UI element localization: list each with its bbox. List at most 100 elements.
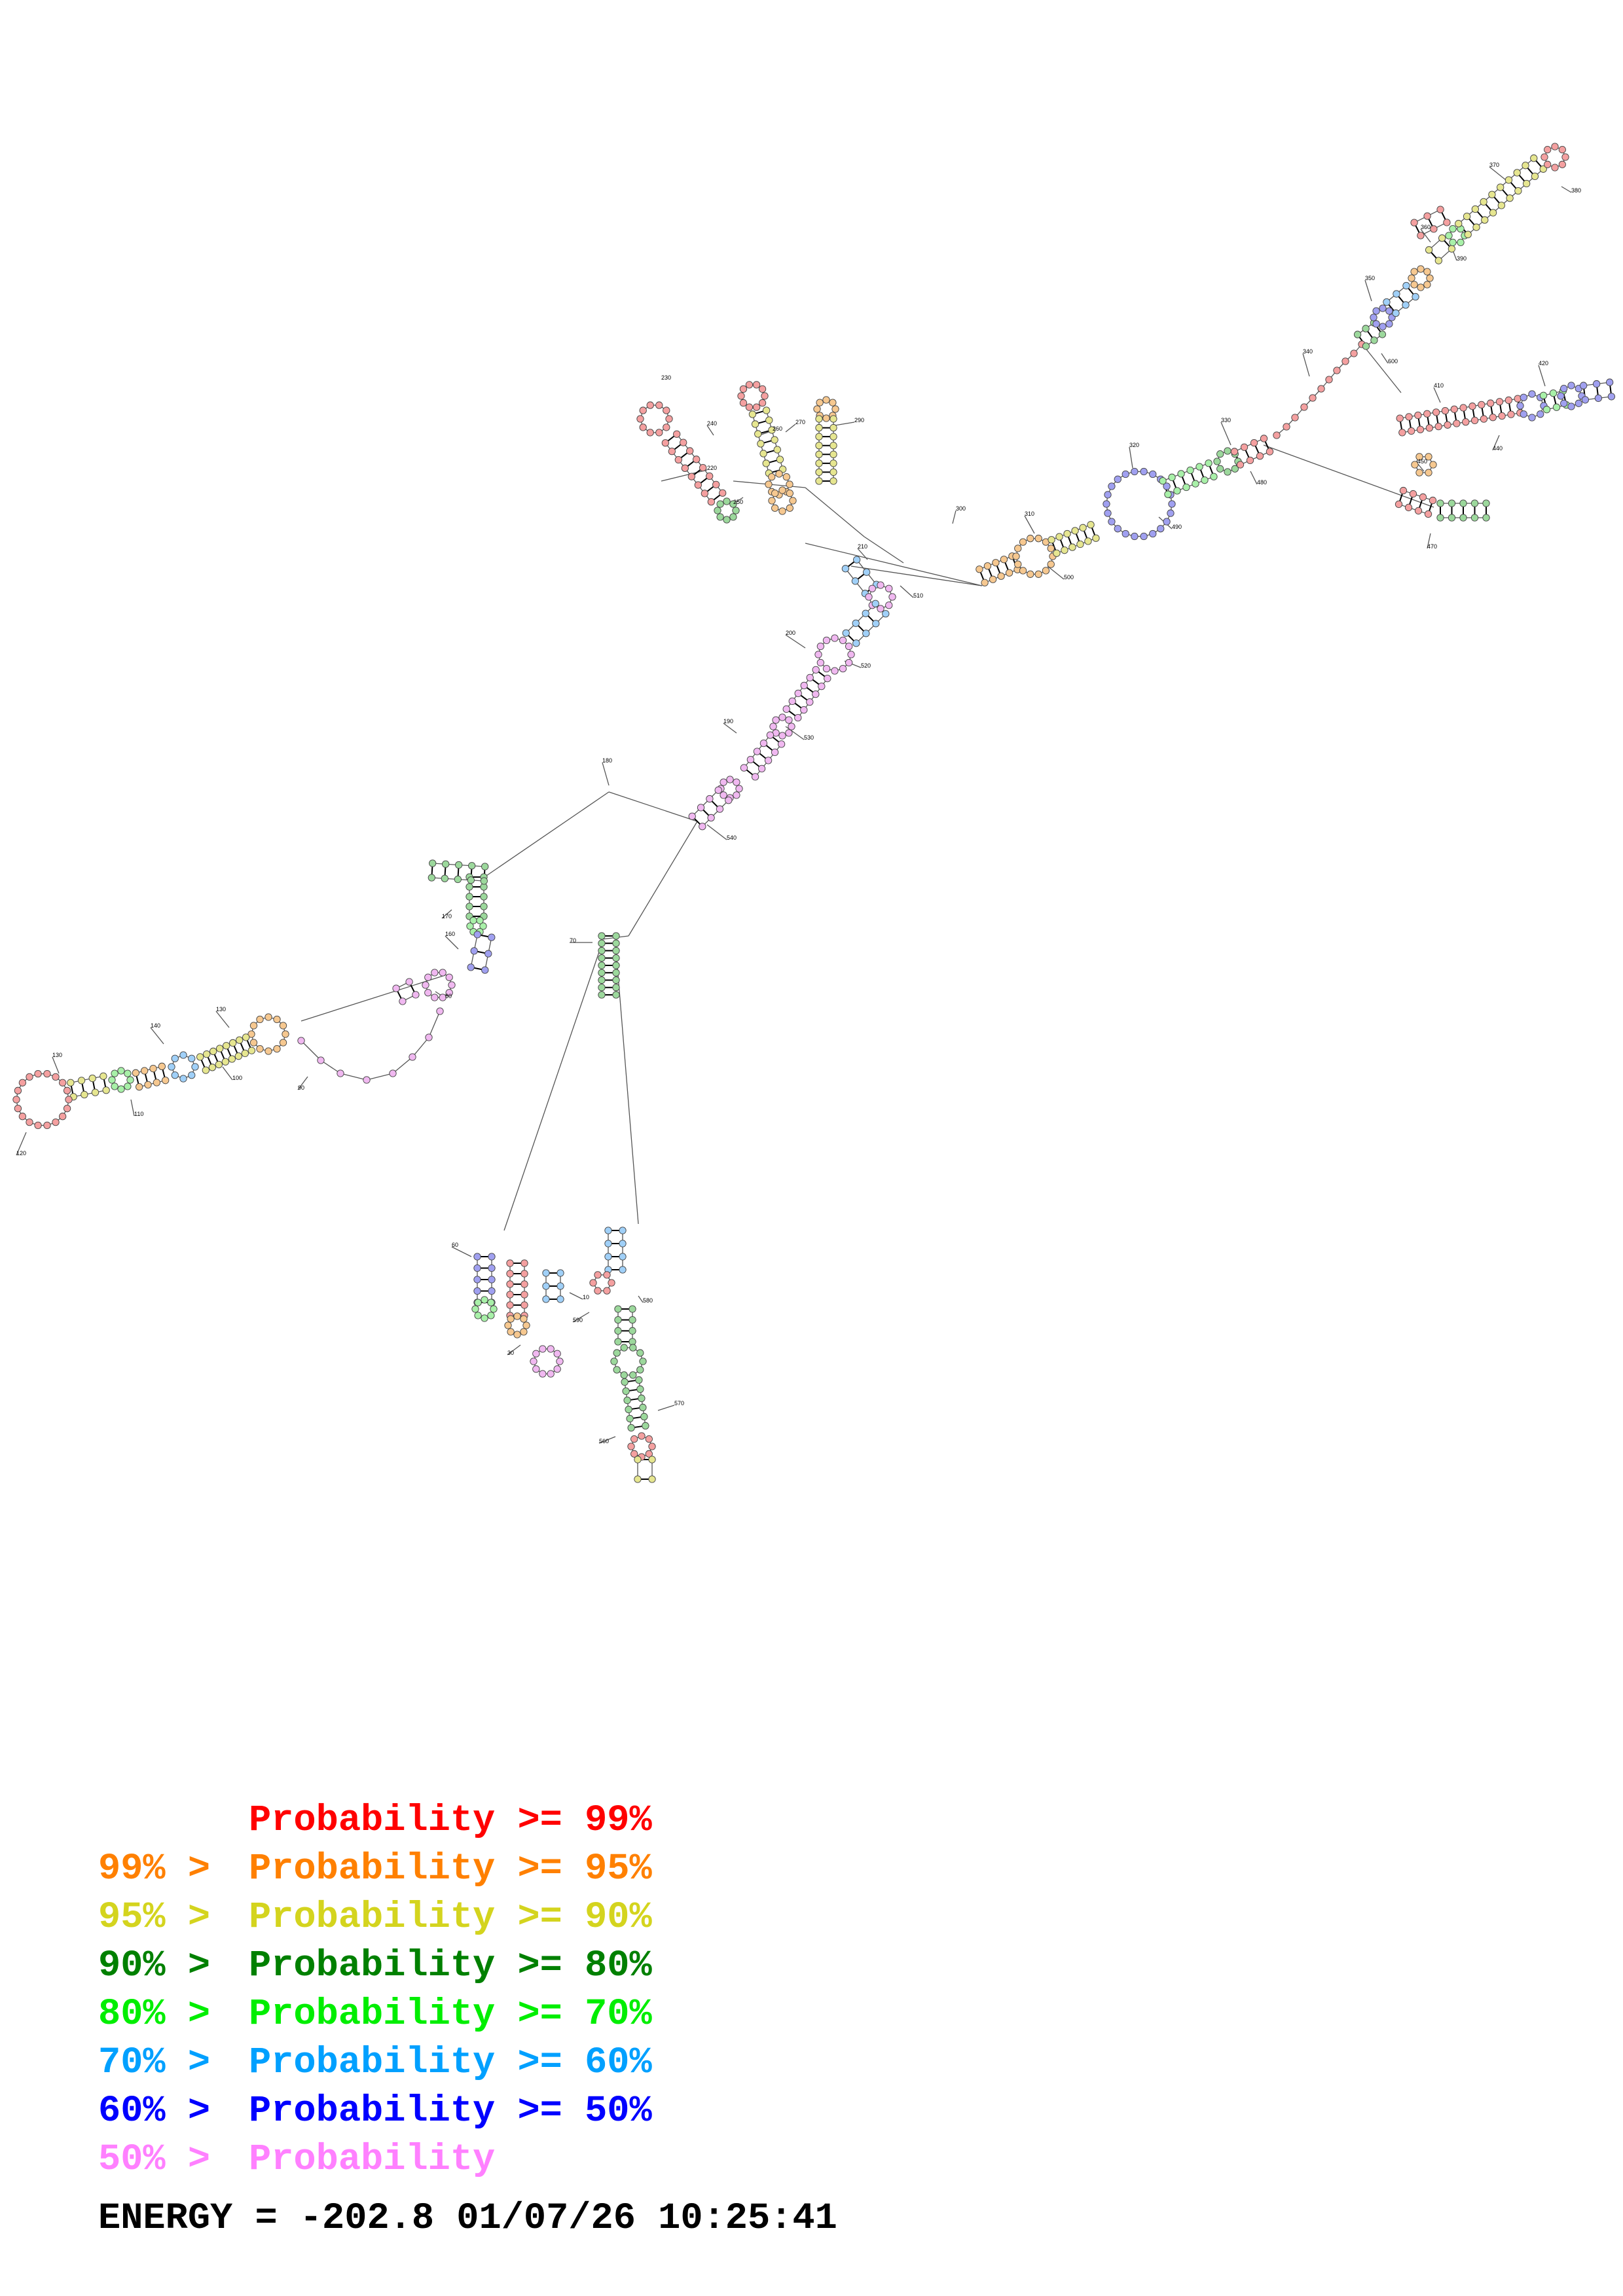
backbone-segment	[301, 1040, 321, 1061]
nucleotide	[1140, 467, 1148, 476]
nucleotide	[1498, 412, 1506, 420]
label-tick	[657, 1405, 675, 1411]
nucleotide	[822, 396, 830, 404]
nucleotide	[785, 729, 793, 737]
nucleotide	[1462, 418, 1470, 426]
nucleotide	[1405, 413, 1413, 421]
nucleotide	[815, 442, 823, 450]
timestamp: 01/07/26 10:25:41	[456, 2198, 837, 2240]
nucleotide	[337, 1069, 344, 1077]
nucleotide	[771, 436, 778, 444]
nucleotide	[1309, 394, 1317, 402]
nucleotide	[279, 1022, 287, 1030]
nucleotide	[63, 1086, 71, 1094]
nucleotide	[513, 1312, 521, 1320]
nucleotide	[465, 893, 473, 901]
nucleotide	[1108, 518, 1116, 526]
nucleotide	[822, 665, 831, 673]
nucleotide	[619, 1266, 627, 1274]
nucleotide	[1131, 467, 1139, 476]
nucleotide	[851, 577, 860, 585]
nucleotide	[1410, 268, 1418, 276]
nucleotide	[1005, 569, 1013, 577]
nucleotide	[862, 568, 871, 576]
base-pair-lines	[69, 158, 1613, 1480]
nucleotide	[480, 903, 488, 910]
nucleotide	[1558, 160, 1566, 168]
position-label: 390	[1457, 255, 1467, 262]
label-tick	[1427, 533, 1431, 549]
nucleotide	[868, 584, 876, 592]
nucleotide	[1019, 567, 1027, 575]
label-tick	[445, 935, 459, 950]
nucleotide	[636, 415, 644, 423]
nucleotide	[1034, 535, 1042, 543]
nucleotide	[1216, 450, 1224, 458]
nucleotide	[1423, 410, 1431, 418]
nucleotide	[1399, 486, 1408, 495]
nucleotide	[210, 1047, 217, 1055]
nucleotide	[1504, 176, 1513, 184]
position-label: 160	[445, 931, 455, 937]
nucleotide	[203, 1050, 211, 1058]
nucleotide	[1531, 172, 1539, 181]
nucleotide	[1567, 403, 1575, 410]
nucleotide	[1514, 187, 1522, 195]
nucleotide	[273, 1045, 281, 1053]
nucleotide	[1205, 459, 1213, 467]
backbone-segment	[412, 1037, 429, 1058]
nucleotide	[481, 863, 489, 870]
nucleotide	[983, 562, 992, 570]
nucleotide	[1423, 212, 1431, 220]
label-tick	[1220, 422, 1231, 446]
nucleotide	[1114, 475, 1122, 483]
nucleotide	[759, 739, 768, 747]
nucleotide	[484, 950, 492, 958]
nucleotide	[1482, 514, 1490, 522]
nucleotide	[694, 481, 702, 489]
nucleotide	[645, 1435, 653, 1443]
nucleotide	[665, 415, 673, 423]
nucleotide	[1103, 500, 1110, 508]
legend-row: 60% > Probability >= 50%	[98, 2087, 652, 2136]
nucleotide	[604, 1227, 612, 1234]
nucleotide	[179, 1051, 187, 1059]
position-label: 560	[599, 1438, 609, 1444]
nucleotide	[1068, 543, 1076, 551]
nucleotide	[1149, 529, 1157, 538]
position-label: 300	[956, 505, 966, 512]
nucleotide	[1436, 514, 1444, 522]
nucleotide	[816, 658, 824, 667]
nucleotide	[58, 1113, 67, 1121]
nucleotide	[1385, 307, 1393, 315]
nucleotide	[117, 1085, 125, 1093]
nucleotide	[102, 1086, 110, 1094]
nucleotide	[629, 1371, 637, 1379]
nucleotide	[229, 1039, 237, 1047]
label-tick	[1417, 463, 1425, 472]
nucleotide	[168, 1063, 175, 1071]
position-label: 360	[1421, 224, 1431, 230]
nucleotide	[144, 1081, 152, 1088]
nucleotide	[1076, 540, 1084, 548]
nucleotide	[264, 1013, 272, 1021]
nucleotide	[1522, 162, 1529, 170]
nucleotide	[768, 473, 776, 481]
nucleotide	[1053, 549, 1061, 557]
nucleotide	[1537, 410, 1544, 418]
nucleotide	[786, 504, 793, 512]
position-label: 190	[723, 718, 733, 725]
nucleotide	[612, 954, 620, 962]
nucleotide	[1149, 470, 1157, 478]
nucleotide	[1449, 238, 1457, 247]
nucleotide	[822, 414, 830, 422]
nucleotide	[132, 1069, 139, 1077]
nucleotide	[707, 498, 715, 506]
backbone-segment	[320, 1060, 341, 1074]
nucleotide	[1605, 378, 1614, 386]
nucleotide	[77, 1077, 86, 1085]
nucleotide	[786, 490, 793, 497]
nucleotide	[634, 1475, 642, 1483]
nucleotide	[556, 1295, 564, 1303]
nucleotide	[1419, 493, 1427, 501]
